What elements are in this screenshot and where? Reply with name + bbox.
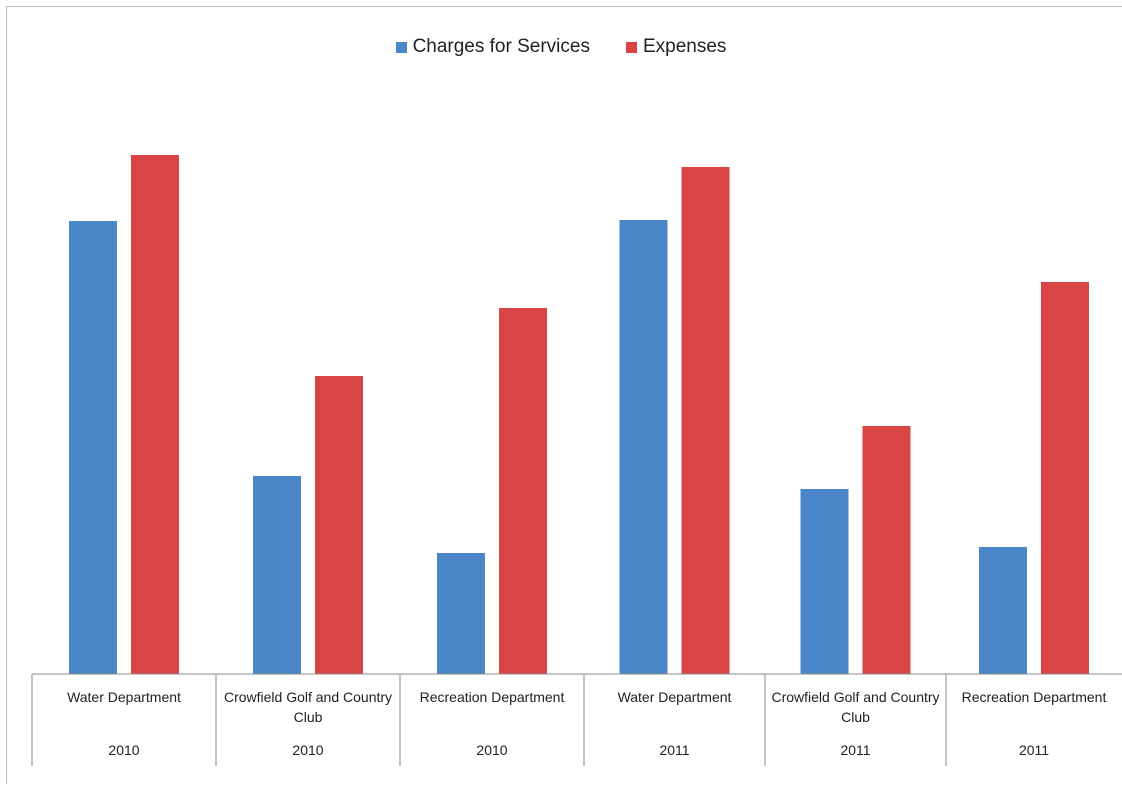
legend-label-expenses: Expenses (642, 36, 727, 57)
legend-label-charges: Charges for Services (412, 36, 590, 57)
category-label: Water Department (617, 689, 732, 705)
legend-swatch-charges (395, 41, 407, 53)
legend: Charges for Services Expenses (0, 36, 1122, 58)
bar-expenses (499, 308, 547, 674)
year-label: 2011 (659, 742, 690, 758)
bar-charges (800, 489, 849, 674)
year-label: 2010 (476, 742, 508, 758)
legend-swatch-expenses (625, 41, 637, 53)
category-label: Recreation Department (961, 689, 1107, 705)
legend-item-charges: Charges for Services (395, 36, 590, 58)
year-label: 2010 (108, 742, 140, 758)
category-label: Crowfield Golf and Country Club (223, 689, 393, 725)
bar-expenses (862, 426, 911, 674)
bar-expenses (131, 155, 179, 674)
bar-charges (979, 547, 1027, 674)
year-label: 2010 (292, 742, 324, 758)
bar-charges (437, 553, 485, 674)
bar-expenses (681, 167, 730, 674)
bar-charges (69, 221, 117, 674)
category-label: Recreation Department (419, 689, 565, 705)
year-label: 2011 (1018, 742, 1050, 758)
category-label: Water Department (67, 689, 181, 705)
category-label: Crowfield Golf and Country Club (771, 689, 940, 725)
year-label: 2011 (840, 742, 871, 758)
chart-frame (6, 6, 1122, 784)
legend-item-expenses: Expenses (625, 36, 727, 58)
bar-expenses (315, 376, 363, 674)
bar-charges (253, 476, 301, 674)
bar-expenses (1041, 282, 1089, 674)
bar-charges (619, 220, 668, 674)
